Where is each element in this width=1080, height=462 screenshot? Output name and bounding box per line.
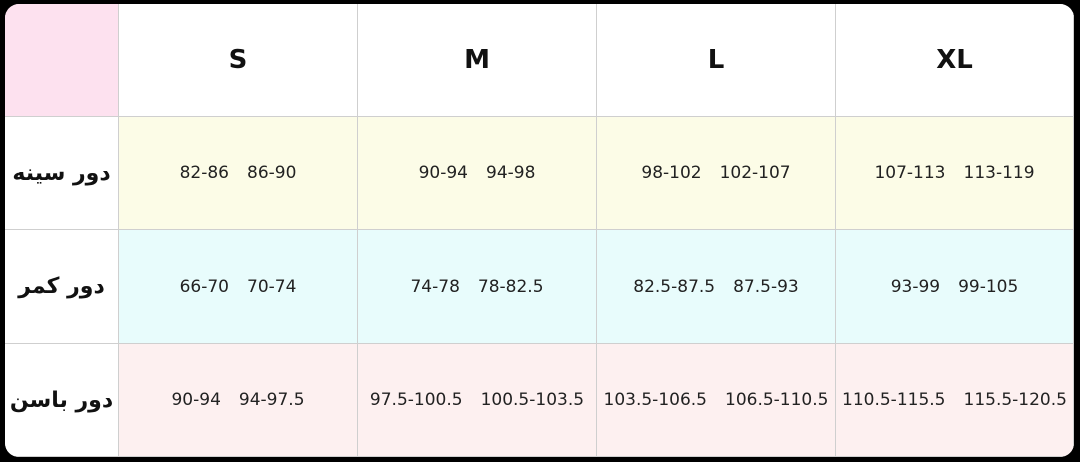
measure-cell: 82.5-87.5 87.5-93 — [597, 230, 836, 344]
row-label: دور باسن — [5, 344, 119, 457]
measure-range: 115.5-120.5 — [963, 390, 1067, 410]
measure-cell: 90-94 94-97.5 — [119, 344, 358, 457]
measure-cell: 82-86 86-90 — [119, 117, 358, 230]
measure-cell: 74-78 78-82.5 — [358, 230, 597, 344]
measure-range: 90-94 — [418, 163, 468, 183]
measure-cell: 98-102 102-107 — [597, 117, 836, 230]
size-header: S — [119, 4, 358, 117]
measure-cell: 110.5-115.5 115.5-120.5 — [836, 344, 1074, 457]
measure-range: 94-97.5 — [238, 390, 305, 410]
measure-range: 110.5-115.5 — [842, 390, 946, 410]
measure-range: 107-113 — [874, 163, 946, 183]
measure-range: 106.5-110.5 — [725, 390, 829, 410]
measure-range: 82-86 — [179, 163, 229, 183]
measure-range: 86-90 — [247, 163, 297, 183]
measure-range: 98-102 — [641, 163, 702, 183]
size-header: M — [358, 4, 597, 117]
measure-cell: 93-99 99-105 — [836, 230, 1074, 344]
measure-range: 90-94 — [171, 390, 221, 410]
measure-range: 93-99 — [890, 276, 941, 297]
measure-cell: 97.5-100.5 100.5-103.5 — [358, 344, 597, 457]
measure-range: 113-119 — [963, 163, 1035, 183]
measure-range: 100.5-103.5 — [480, 390, 585, 410]
row-label: دور کمر — [5, 230, 119, 344]
measure-range: 66-70 — [179, 276, 229, 297]
measure-range: 74-78 — [410, 276, 460, 297]
row-label: دور سینه — [5, 117, 119, 230]
measure-range: 94-98 — [486, 163, 536, 183]
measure-cell: 66-70 70-74 — [119, 230, 358, 344]
measure-range: 82.5-87.5 — [633, 276, 716, 297]
measure-range: 99-105 — [958, 276, 1019, 297]
measure-range: 70-74 — [247, 276, 297, 297]
measure-cell: 107-113 113-119 — [836, 117, 1074, 230]
measure-range: 102-107 — [719, 163, 791, 183]
measure-cell: 90-94 94-98 — [358, 117, 597, 230]
measure-range: 103.5-106.5 — [603, 390, 707, 410]
size-header: XL — [836, 4, 1074, 117]
measure-range: 87.5-93 — [733, 276, 799, 297]
measure-range: 97.5-100.5 — [369, 390, 463, 410]
measure-range: 78-82.5 — [477, 276, 544, 297]
size-header: L — [597, 4, 836, 117]
size-table: S M L XL دور سینه 82-86 86-90 90-94 94-98 98-102 1… — [5, 4, 1074, 457]
corner-cell — [5, 4, 119, 117]
measure-cell: 103.5-106.5 106.5-110.5 — [597, 344, 836, 457]
